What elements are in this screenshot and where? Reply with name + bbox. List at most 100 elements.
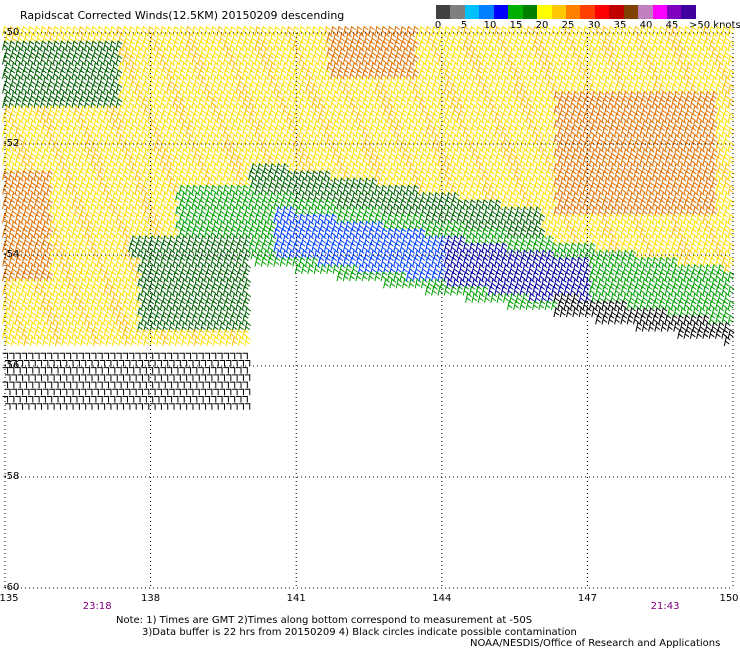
wind-barb xyxy=(61,206,69,217)
wind-barb xyxy=(105,162,113,173)
wind-barb xyxy=(111,148,119,159)
wind-barb xyxy=(86,47,94,58)
wind-barb xyxy=(46,328,54,339)
wind-barb xyxy=(111,61,119,72)
wind-barb xyxy=(484,292,491,303)
wind-barb xyxy=(80,90,88,101)
wind-barb xyxy=(46,256,54,267)
wind-barb xyxy=(153,256,161,267)
wind-barb xyxy=(193,119,201,130)
wind-barb xyxy=(172,352,179,360)
wind-barb xyxy=(124,336,132,347)
wind-barb xyxy=(130,191,138,202)
wind-barb xyxy=(46,396,53,403)
wind-barb xyxy=(77,54,85,65)
wind-barb xyxy=(193,134,201,145)
wind-barb xyxy=(172,112,180,123)
wind-barb xyxy=(174,278,182,289)
wind-barb xyxy=(14,328,22,339)
wind-barb xyxy=(128,242,136,253)
wind-barb xyxy=(175,403,181,410)
wind-barb xyxy=(181,336,188,347)
wind-barb xyxy=(174,76,182,87)
wind-barb xyxy=(149,76,157,87)
colorbar-swatch xyxy=(652,5,667,19)
wind-barb xyxy=(115,54,123,65)
wind-barb xyxy=(172,184,180,195)
wind-barb xyxy=(118,220,125,231)
wind-barb xyxy=(135,396,141,403)
wind-barb xyxy=(111,76,119,87)
wind-barb xyxy=(166,141,173,152)
wind-barb xyxy=(5,359,11,367)
wind-barb xyxy=(109,227,117,238)
wind-barb xyxy=(54,162,62,173)
wind-barb xyxy=(77,184,85,195)
wind-barb xyxy=(206,403,213,410)
wind-barb xyxy=(65,40,72,51)
wind-barb xyxy=(67,191,75,202)
colorbar-swatch xyxy=(667,5,682,19)
wind-barb xyxy=(2,141,9,152)
wind-barb xyxy=(52,328,60,339)
wind-barb xyxy=(134,199,142,210)
wind-barb xyxy=(111,119,119,130)
wind-barb xyxy=(92,278,100,289)
wind-barb xyxy=(166,352,173,360)
wind-barb xyxy=(27,396,34,403)
wind-barb xyxy=(156,374,162,381)
wind-barb xyxy=(71,300,79,311)
wind-barb xyxy=(424,285,432,296)
wind-barb xyxy=(92,292,100,303)
wind-barb xyxy=(121,141,129,152)
wind-barb xyxy=(84,184,91,195)
wind-barb xyxy=(121,25,129,36)
wind-barb xyxy=(166,300,173,311)
wind-barb xyxy=(137,278,144,289)
wind-barb xyxy=(39,213,47,224)
wind-barb xyxy=(673,321,681,332)
wind-barb xyxy=(149,105,157,116)
wind-barb xyxy=(273,256,281,267)
wind-barb xyxy=(229,381,236,389)
wind-barb xyxy=(14,98,22,109)
wind-barb xyxy=(2,396,9,403)
wind-barb xyxy=(8,213,16,224)
wind-barb xyxy=(65,69,72,80)
wind-barb xyxy=(115,98,123,109)
wind-barb xyxy=(52,83,60,94)
wind-barb xyxy=(153,328,161,339)
wind-barb xyxy=(77,271,85,282)
wind-barb xyxy=(153,199,161,210)
wind-barb xyxy=(109,367,116,374)
wind-barb xyxy=(29,134,37,145)
wind-barb xyxy=(204,396,210,403)
wind-barb xyxy=(140,126,148,137)
wind-barb xyxy=(191,242,199,253)
wind-barb xyxy=(21,155,28,166)
wind-barb xyxy=(73,307,81,318)
wind-barb xyxy=(68,359,74,367)
wind-barb xyxy=(58,25,66,36)
wind-barb xyxy=(121,54,129,65)
wind-barb xyxy=(54,191,62,202)
wind-barb xyxy=(27,126,35,137)
wind-barb xyxy=(172,199,180,210)
wind-barb xyxy=(48,336,56,347)
wind-barb xyxy=(8,300,16,311)
wind-barb xyxy=(23,119,31,130)
wind-barb xyxy=(90,199,98,210)
wind-barb xyxy=(128,40,136,51)
wind-barb xyxy=(52,126,60,137)
wind-barb xyxy=(194,374,200,381)
wind-barb xyxy=(193,177,201,188)
wind-barb xyxy=(210,367,217,374)
wind-barb xyxy=(103,25,110,36)
wind-barb xyxy=(36,278,43,289)
wind-barb xyxy=(84,213,91,224)
wind-barb xyxy=(172,396,179,403)
wind-barb xyxy=(23,90,31,101)
wind-barb xyxy=(36,90,43,101)
wind-barb xyxy=(39,271,47,282)
